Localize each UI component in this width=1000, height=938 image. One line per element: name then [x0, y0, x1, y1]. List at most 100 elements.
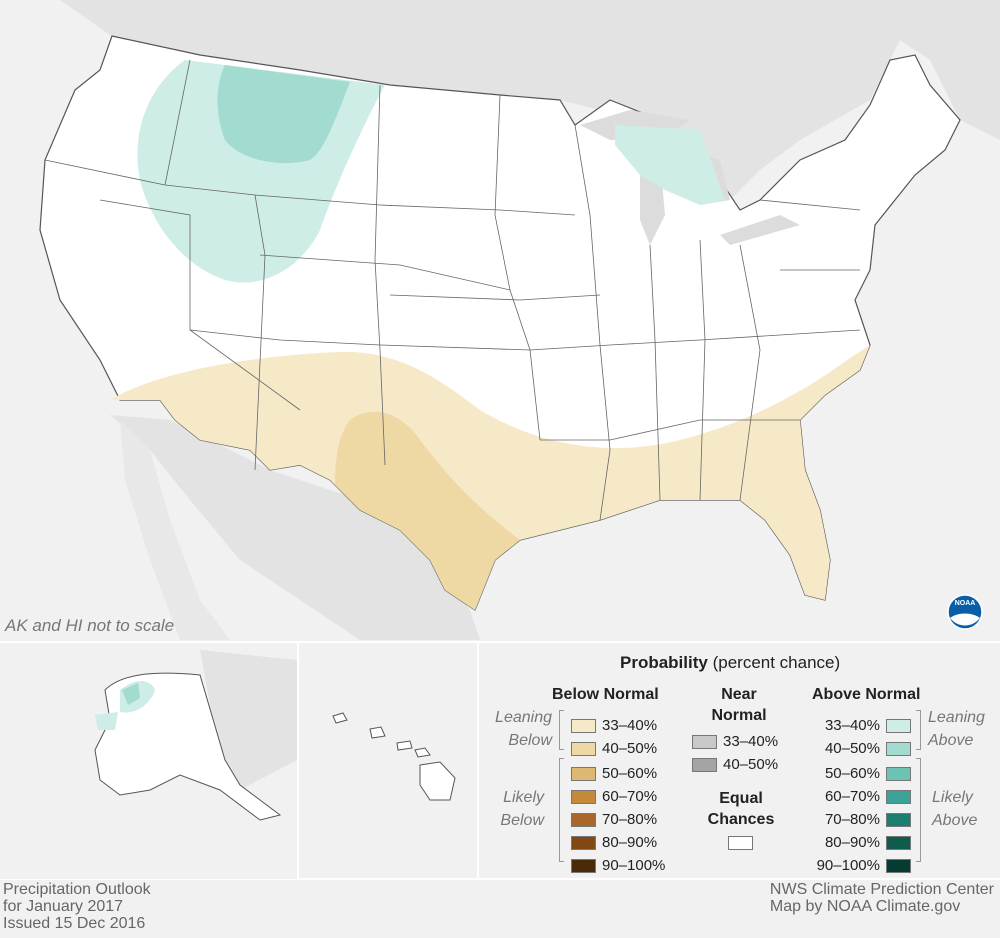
- below-normal-label: 70–80%: [602, 811, 658, 828]
- below-40-50-texas: [335, 411, 520, 610]
- likely-above-line2: Above: [932, 812, 978, 829]
- above-normal-swatch: [886, 858, 911, 873]
- footer-outlook-title: Precipitation Outlook: [3, 881, 151, 898]
- leaning-below-label: Leaning Below: [484, 706, 552, 752]
- mexico-region: [110, 415, 480, 640]
- footer-map-credit: Map by NOAA Climate.gov: [769, 898, 961, 915]
- canada-region: [0, 0, 1000, 200]
- below-normal-swatch: [571, 835, 596, 850]
- likely-above-label: Likely Above: [932, 786, 992, 832]
- leaning-above-line1: Leaning: [928, 709, 985, 726]
- below-normal-row: 80–90%: [571, 834, 657, 851]
- above-normal-label: 90–100%: [816, 857, 880, 874]
- leaning-below-bracket: [559, 710, 564, 750]
- above-normal-row: 70–80%: [802, 811, 911, 828]
- below-normal-label: 40–50%: [602, 740, 658, 757]
- below-normal-row: 90–100%: [571, 857, 665, 874]
- below-normal-swatch: [571, 741, 596, 756]
- below-leaning-south: [110, 345, 870, 610]
- above-normal-row: 50–60%: [802, 765, 911, 782]
- footer-center-credit: NWS Climate Prediction Center: [769, 881, 994, 898]
- ak-hi-scale-note: AK and HI not to scale: [5, 616, 175, 635]
- above-normal-row: 60–70%: [802, 788, 911, 805]
- above-normal-label: 60–70%: [824, 788, 880, 805]
- near-normal-swatch-1: [692, 734, 717, 749]
- equal-chances-line2: Chances: [707, 811, 775, 828]
- above-normal-row: 33–40%: [802, 717, 911, 734]
- baja-region: [120, 420, 230, 640]
- leaning-below-line2: Below: [508, 732, 552, 749]
- near-normal-swatch-2: [692, 757, 717, 772]
- legend-title-rest: (percent chance): [707, 653, 841, 672]
- above-normal-label: 50–60%: [824, 765, 880, 782]
- above-normal-label: 70–80%: [824, 811, 880, 828]
- above-normal-row: 40–50%: [802, 740, 911, 757]
- legend-title-bold: Probability: [620, 653, 708, 672]
- below-normal-row: 50–60%: [571, 765, 657, 782]
- above-normal-row: 80–90%: [802, 834, 911, 851]
- above-normal-label: 40–50%: [824, 740, 880, 757]
- footer-left: Precipitation Outlook for January 2017 I…: [3, 881, 151, 932]
- leaning-above-line2: Above: [928, 732, 974, 749]
- above-40-50-northwest: [217, 65, 350, 164]
- below-normal-swatch: [571, 766, 596, 781]
- near-normal-heading: Near Normal: [700, 684, 778, 726]
- below-normal-heading: Below Normal: [552, 686, 659, 703]
- below-normal-label: 50–60%: [602, 765, 658, 782]
- above-normal-label: 80–90%: [824, 834, 880, 851]
- above-normal-label: 33–40%: [824, 717, 880, 734]
- near-normal-row-1: 33–40%: [692, 733, 778, 750]
- below-normal-row: 60–70%: [571, 788, 657, 805]
- legend-title: Probability (percent chance): [620, 653, 840, 673]
- above-normal-swatch: [886, 766, 911, 781]
- below-normal-label: 80–90%: [602, 834, 658, 851]
- above-normal-heading: Above Normal: [812, 686, 921, 703]
- lake-erie: [720, 215, 800, 245]
- near-normal-label-1: 33–40%: [723, 733, 779, 750]
- likely-above-bracket: [916, 758, 921, 862]
- above-normal-swatch: [886, 812, 911, 827]
- below-normal-row: 33–40%: [571, 717, 657, 734]
- below-normal-swatch: [571, 858, 596, 873]
- panel-divider-legend: [477, 643, 479, 879]
- below-normal-row: 40–50%: [571, 740, 657, 757]
- equal-chances-line1: Equal: [719, 790, 763, 807]
- near-normal-heading-line2: Normal: [711, 707, 767, 724]
- above-normal-row: 90–100%: [802, 857, 911, 874]
- below-normal-label: 60–70%: [602, 788, 658, 805]
- below-normal-label: 33–40%: [602, 717, 658, 734]
- hawaii-inset: [332, 712, 456, 801]
- likely-below-bracket: [559, 758, 564, 862]
- above-leaning-michigan: [615, 125, 725, 205]
- leaning-above-bracket: [916, 710, 921, 750]
- below-normal-swatch: [571, 812, 596, 827]
- near-normal-heading-line1: Near: [721, 686, 757, 703]
- below-normal-row: 70–80%: [571, 811, 657, 828]
- panel-divider-h: [0, 641, 1000, 643]
- near-normal-label-2: 40–50%: [723, 756, 779, 773]
- footer-right: NWS Climate Prediction Center Map by NOA…: [770, 881, 994, 915]
- panel-divider-footer: [0, 878, 1000, 880]
- noaa-logo-text: NOAA: [954, 600, 976, 607]
- panel-divider-ak-hi: [297, 643, 299, 879]
- above-normal-swatch: [886, 789, 911, 804]
- equal-chances-swatch: [728, 836, 753, 850]
- below-normal-swatch: [571, 789, 596, 804]
- equal-chances-heading: Equal Chances: [700, 788, 782, 830]
- above-normal-swatch: [886, 718, 911, 733]
- footer-issued-date: Issued 15 Dec 2016: [3, 915, 146, 932]
- likely-below-label: Likely Below: [484, 786, 544, 832]
- leaning-above-label: Leaning Above: [928, 706, 998, 752]
- near-normal-row-2: 40–50%: [692, 756, 778, 773]
- below-normal-label: 90–100%: [602, 857, 666, 874]
- alaska-inset: [0, 643, 297, 879]
- noaa-logo: [947, 594, 983, 630]
- likely-below-line1: Likely: [503, 789, 544, 806]
- below-normal-swatch: [571, 718, 596, 733]
- footer-outlook-period: for January 2017: [3, 898, 124, 915]
- above-normal-swatch: [886, 741, 911, 756]
- above-normal-swatch: [886, 835, 911, 850]
- likely-above-line1: Likely: [932, 789, 973, 806]
- leaning-below-line1: Leaning: [495, 709, 552, 726]
